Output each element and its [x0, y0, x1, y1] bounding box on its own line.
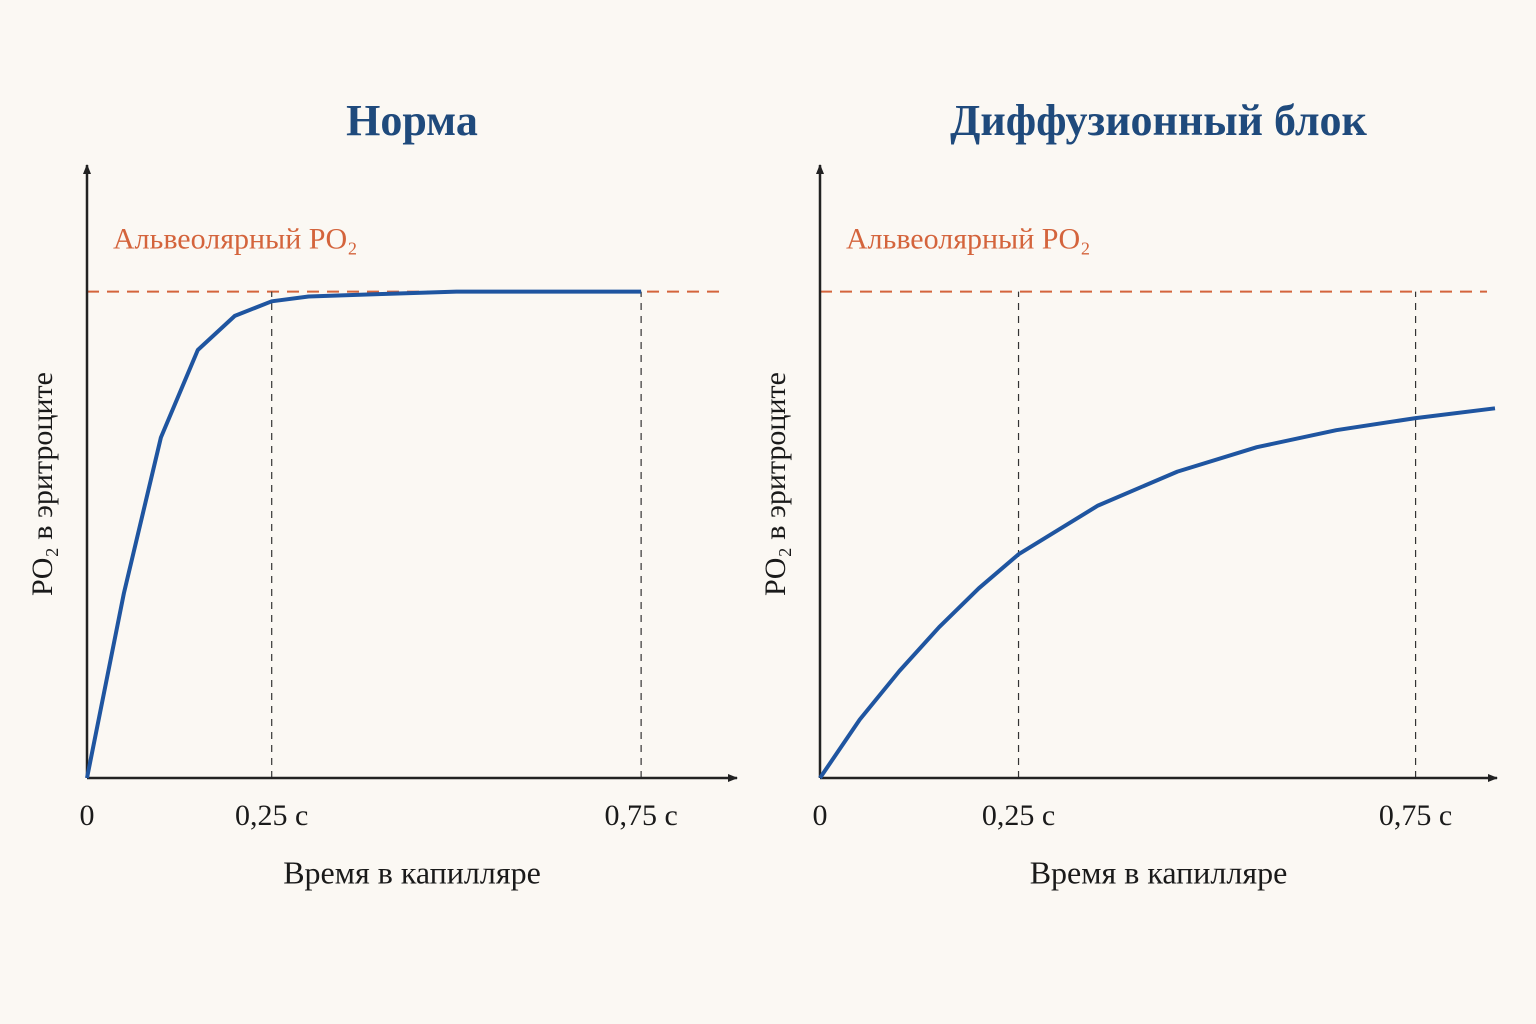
chart-title: Диффузионный блок: [950, 96, 1367, 145]
x-axis-label: Время в капилляре: [1030, 854, 1288, 890]
x-tick-label: 0: [80, 799, 95, 832]
x-tick-label: 0,75 с: [604, 799, 677, 832]
reference-label: Альвеолярный PO₂: [846, 222, 1091, 255]
data-line: [818, 406, 1496, 780]
x-tick-label: 0,75 с: [1379, 799, 1452, 832]
reference-label: Альвеолярный PO₂: [113, 222, 358, 255]
y-axis-label: PO₂ в эритроците: [26, 372, 59, 596]
y-axis-label: PO₂ в эритроците: [759, 372, 792, 596]
chart-title: Норма: [346, 96, 478, 145]
x-tick-label: 0,25 с: [982, 799, 1055, 832]
x-axis-label: Время в капилляре: [283, 854, 541, 890]
data-line: [85, 289, 642, 779]
x-tick-label: 0: [813, 799, 828, 832]
x-tick-label: 0,25 с: [235, 799, 308, 832]
